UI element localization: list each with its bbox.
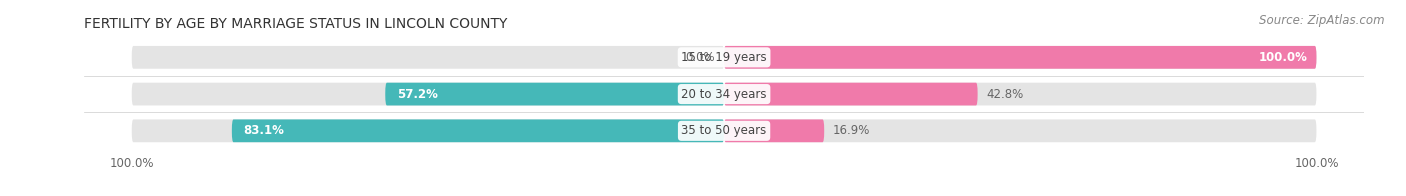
FancyBboxPatch shape [724,119,1316,142]
Text: 35 to 50 years: 35 to 50 years [682,124,766,137]
FancyBboxPatch shape [724,83,977,105]
FancyBboxPatch shape [724,119,824,142]
FancyBboxPatch shape [724,46,1316,69]
FancyBboxPatch shape [232,119,724,142]
FancyBboxPatch shape [132,119,724,142]
Text: Source: ZipAtlas.com: Source: ZipAtlas.com [1260,14,1385,27]
Text: 100.0%: 100.0% [1258,51,1308,64]
Text: 57.2%: 57.2% [396,88,439,101]
Text: FERTILITY BY AGE BY MARRIAGE STATUS IN LINCOLN COUNTY: FERTILITY BY AGE BY MARRIAGE STATUS IN L… [84,17,508,31]
Text: 42.8%: 42.8% [987,88,1024,101]
Text: 16.9%: 16.9% [834,124,870,137]
Text: 20 to 34 years: 20 to 34 years [682,88,766,101]
FancyBboxPatch shape [724,46,1316,69]
FancyBboxPatch shape [132,46,724,69]
FancyBboxPatch shape [724,83,1316,105]
FancyBboxPatch shape [385,83,724,105]
Text: 0.0%: 0.0% [686,51,716,64]
Text: 15 to 19 years: 15 to 19 years [682,51,766,64]
FancyBboxPatch shape [132,83,724,105]
Text: 83.1%: 83.1% [243,124,284,137]
